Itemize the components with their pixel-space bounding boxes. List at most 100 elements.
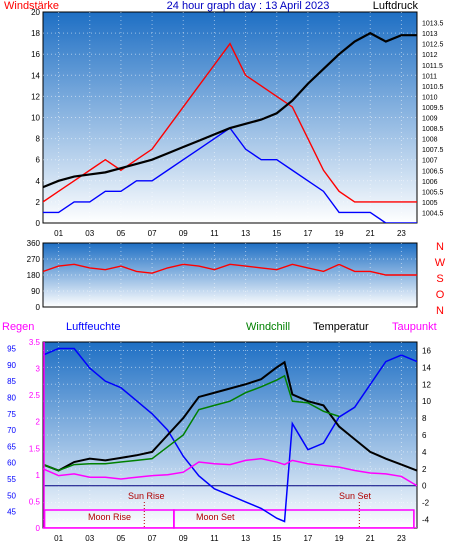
y-tick-label: 85 [7,377,16,386]
x-tick-label: 19 [335,229,344,238]
compass-label: N [436,241,444,253]
y-tick-label: 1008 [422,137,438,144]
y-tick-label: -4 [422,516,430,525]
y-tick-label: 2.5 [29,391,41,400]
x-tick-label: 03 [85,534,94,543]
x-tick-label: 01 [54,229,63,238]
series-line [43,263,417,276]
temperature-y-axis-labels: 16 14 12 10 8 6 4 2 0 -2 -4 [422,346,431,524]
y-tick-label: 2 [36,418,41,427]
x-tick-label: 05 [116,534,125,543]
y-tick-label: 0 [36,219,41,228]
y-tick-label: 1 [36,471,41,480]
y-tick-label: 1011 [422,73,437,80]
y-tick-label: 3 [36,365,41,374]
y-tick-label: 4 [422,448,427,457]
y-tick-label: 1006 [422,179,438,186]
sunrise-label: Sun Rise [128,491,165,501]
y-tick-label: 270 [27,255,41,264]
y-tick-label: 12 [31,92,40,101]
y-tick-label: 2 [36,198,41,207]
y-tick-label: 1005 [422,200,438,207]
y-tick-label: 1006.5 [422,168,444,175]
y-tick-label: 1005.5 [422,189,444,196]
y-tick-label: 70 [7,426,16,435]
series-line [43,31,417,189]
y-tick-label: 50 [7,491,16,500]
legend-humidity: Luftfeuchte [66,321,120,333]
y-tick-label: 6 [422,431,427,440]
y-tick-label: 20 [31,8,40,17]
y-tick-label: 1007 [422,158,438,165]
chart-title: 24 hour graph day : 13 April 2023 [167,0,330,12]
y-tick-label: 0 [422,482,427,491]
x-tick-label: 01 [54,534,63,543]
series-line [43,42,417,203]
y-tick-label: 90 [7,361,16,370]
y-tick-label: 2 [422,465,427,474]
sunset-label: Sun Set [339,491,372,501]
y-tick-label: 1013 [422,31,438,38]
legend-windchill: Windchill [246,321,290,333]
x-tick-label: 11 [210,534,219,543]
legend-rain: Regen [2,321,34,333]
y-tick-label: 6 [36,156,41,165]
y-tick-label: 14 [31,71,40,80]
x-tick-label: 15 [272,229,281,238]
wind-x-axis-labels: 01 03 05 07 09 11 13 15 17 19 21 23 [54,229,406,238]
y-tick-label: 80 [7,393,16,402]
y-tick-label: 16 [31,50,40,59]
x-tick-label: 17 [303,534,312,543]
x-tick-label: 07 [148,229,157,238]
x-tick-label: 09 [179,229,188,238]
x-tick-label: 07 [148,534,157,543]
y-tick-label: 18 [31,29,40,38]
compass-label: W [435,257,446,269]
x-tick-label: 17 [303,229,312,238]
y-tick-label: 1007.5 [422,147,444,154]
y-tick-label: 1013.5 [422,21,444,28]
y-tick-label: 1008.5 [422,126,444,133]
y-tick-label: 8 [422,414,427,423]
x-tick-label: 21 [366,534,375,543]
y-tick-label: 0 [36,524,41,533]
moonrise-label: Moon Rise [88,512,131,522]
y-tick-label: 65 [7,442,16,451]
y-tick-label: 0 [36,303,41,312]
series-line [43,457,417,487]
y-tick-label: 1009.5 [422,105,444,112]
x-tick-label: 21 [366,229,375,238]
wind-axis-title: Windstärke [4,0,59,12]
compass-label: S [436,273,443,285]
x-tick-label: 13 [241,229,250,238]
x-tick-label: 11 [210,229,219,238]
y-tick-label: 16 [422,346,431,355]
x-tick-label: 09 [179,534,188,543]
series-line [43,347,417,523]
y-tick-label: 3.5 [29,338,41,347]
wind-panel-series [43,31,417,223]
series-line [43,374,340,472]
legend-dewpoint: Taupunkt [392,321,437,333]
y-tick-label: 90 [31,287,40,296]
y-tick-label: 1012 [422,52,438,59]
wind-panel-background [42,11,418,224]
y-tick-label: 8 [36,135,41,144]
climate-panel-series [43,342,417,528]
y-tick-label: 1009 [422,116,438,123]
y-tick-label: 45 [7,508,16,517]
y-tick-label: 60 [7,459,16,468]
y-tick-label: 12 [422,380,431,389]
y-tick-label: 1011.5 [422,63,443,70]
climate-panel-background [42,341,418,529]
moonset-label: Moon Set [196,512,235,522]
x-tick-label: 19 [335,534,344,543]
y-tick-label: 95 [7,345,16,354]
x-tick-label: 05 [116,229,125,238]
compass-label: O [436,289,445,301]
y-tick-label: 0.5 [29,497,41,506]
y-tick-label: 4 [36,177,41,186]
y-tick-label: 1004.5 [422,210,444,217]
